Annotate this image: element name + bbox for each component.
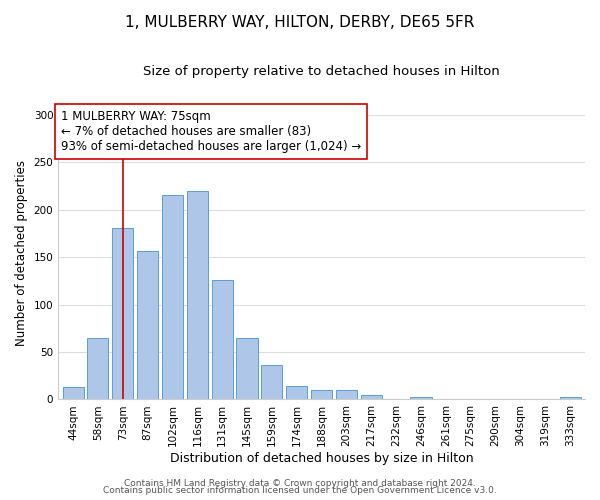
Bar <box>336 390 357 400</box>
Bar <box>410 396 431 400</box>
Bar <box>262 366 283 400</box>
Text: 1, MULBERRY WAY, HILTON, DERBY, DE65 5FR: 1, MULBERRY WAY, HILTON, DERBY, DE65 5FR <box>125 15 475 30</box>
Bar <box>311 390 332 400</box>
Bar <box>137 250 158 400</box>
Bar <box>62 387 83 400</box>
Bar <box>112 228 133 400</box>
Bar <box>88 338 109 400</box>
Bar <box>236 338 257 400</box>
Bar <box>286 386 307 400</box>
Bar <box>162 194 183 400</box>
X-axis label: Distribution of detached houses by size in Hilton: Distribution of detached houses by size … <box>170 452 473 465</box>
Text: Contains public sector information licensed under the Open Government Licence v3: Contains public sector information licen… <box>103 486 497 495</box>
Bar <box>187 191 208 400</box>
Y-axis label: Number of detached properties: Number of detached properties <box>15 160 28 346</box>
Bar <box>212 280 233 400</box>
Bar <box>560 396 581 400</box>
Text: 1 MULBERRY WAY: 75sqm
← 7% of detached houses are smaller (83)
93% of semi-detac: 1 MULBERRY WAY: 75sqm ← 7% of detached h… <box>61 110 361 154</box>
Bar <box>361 394 382 400</box>
Title: Size of property relative to detached houses in Hilton: Size of property relative to detached ho… <box>143 65 500 78</box>
Text: Contains HM Land Registry data © Crown copyright and database right 2024.: Contains HM Land Registry data © Crown c… <box>124 478 476 488</box>
